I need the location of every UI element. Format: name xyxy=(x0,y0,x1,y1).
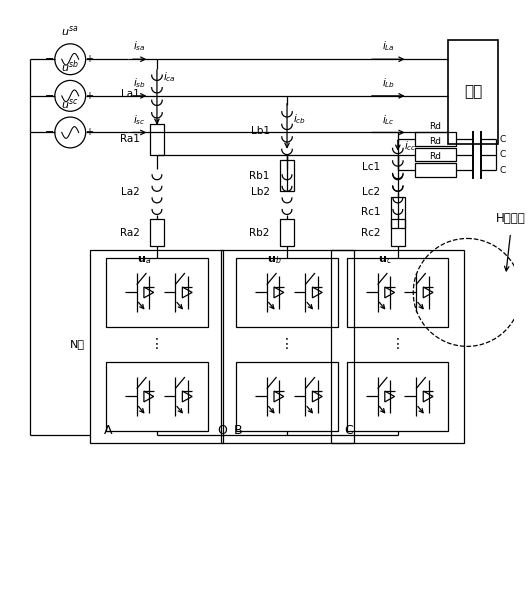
Text: $\mathbf{u}_a$: $\mathbf{u}_a$ xyxy=(137,254,151,266)
Text: $i_{sc}$: $i_{sc}$ xyxy=(133,113,146,127)
Polygon shape xyxy=(385,391,395,402)
Text: Rb2: Rb2 xyxy=(250,228,270,238)
Polygon shape xyxy=(144,391,153,402)
Text: La2: La2 xyxy=(121,187,140,197)
Text: $i_{cc}$: $i_{cc}$ xyxy=(404,139,416,153)
Bar xyxy=(391,219,405,246)
Text: Rc1: Rc1 xyxy=(361,208,381,217)
Text: ⋮: ⋮ xyxy=(150,337,164,351)
Text: Rd: Rd xyxy=(430,137,441,146)
Polygon shape xyxy=(182,391,192,402)
Bar xyxy=(150,124,164,155)
Bar xyxy=(448,40,498,144)
Polygon shape xyxy=(312,391,322,402)
Bar xyxy=(106,258,208,327)
Bar xyxy=(150,219,164,246)
Text: N阶: N阶 xyxy=(70,339,84,350)
Text: Ra2: Ra2 xyxy=(119,228,140,238)
Text: 负载: 负载 xyxy=(464,84,482,100)
Text: ⋮: ⋮ xyxy=(280,337,294,351)
Text: C: C xyxy=(499,150,506,159)
Bar xyxy=(280,219,294,246)
Text: $\mathbf{u}_b$: $\mathbf{u}_b$ xyxy=(267,254,281,266)
Polygon shape xyxy=(144,287,153,298)
Text: Rd: Rd xyxy=(430,121,441,131)
Text: $i_{La}$: $i_{La}$ xyxy=(382,39,395,53)
Text: C: C xyxy=(499,135,506,144)
Text: Lc2: Lc2 xyxy=(362,187,381,197)
Text: Lb1: Lb1 xyxy=(251,126,270,135)
Bar xyxy=(415,148,456,161)
Bar xyxy=(415,132,456,146)
Bar xyxy=(220,250,354,443)
Bar xyxy=(90,250,224,443)
Bar xyxy=(347,362,448,431)
Text: C: C xyxy=(499,166,506,175)
Text: Ra1: Ra1 xyxy=(119,134,140,144)
Text: ⋮: ⋮ xyxy=(391,337,405,351)
Text: $\mathbf{u}_c$: $\mathbf{u}_c$ xyxy=(378,254,392,266)
Text: $i_{sa}$: $i_{sa}$ xyxy=(133,39,146,53)
Text: Rd: Rd xyxy=(430,152,441,161)
Text: $i_{ca}$: $i_{ca}$ xyxy=(162,70,176,84)
Bar xyxy=(106,362,208,431)
Bar xyxy=(236,362,338,431)
Text: −: − xyxy=(45,91,55,101)
Text: $i_{Lb}$: $i_{Lb}$ xyxy=(382,76,395,90)
Text: $i_{cb}$: $i_{cb}$ xyxy=(293,112,306,126)
Text: H桥单元: H桥单元 xyxy=(496,212,526,225)
Text: +: + xyxy=(85,54,93,64)
Text: +: + xyxy=(85,91,93,101)
Text: −: − xyxy=(45,127,55,137)
Polygon shape xyxy=(274,391,284,402)
Text: −: − xyxy=(45,54,55,64)
Polygon shape xyxy=(423,287,433,298)
Text: +: + xyxy=(85,127,93,137)
Bar xyxy=(280,160,294,191)
Text: Lc1: Lc1 xyxy=(362,162,381,172)
Polygon shape xyxy=(182,287,192,298)
Text: A: A xyxy=(104,424,112,437)
Text: C: C xyxy=(344,424,353,437)
Text: B: B xyxy=(234,424,242,437)
Bar xyxy=(331,250,464,443)
Text: Lb2: Lb2 xyxy=(251,187,270,197)
Text: $i_{Lc}$: $i_{Lc}$ xyxy=(382,113,395,127)
Text: Rb1: Rb1 xyxy=(250,171,270,181)
Bar xyxy=(347,258,448,327)
Text: $i_{sb}$: $i_{sb}$ xyxy=(133,76,146,90)
Bar xyxy=(391,197,405,228)
Polygon shape xyxy=(385,287,395,298)
Text: La1: La1 xyxy=(121,89,140,99)
Bar xyxy=(415,163,456,177)
Polygon shape xyxy=(274,287,284,298)
Bar xyxy=(236,258,338,327)
Text: O: O xyxy=(217,424,227,437)
Text: $u^{sb}$: $u^{sb}$ xyxy=(61,58,79,75)
Polygon shape xyxy=(312,287,322,298)
Text: $u^{sc}$: $u^{sc}$ xyxy=(62,97,79,111)
Text: $u^{sa}$: $u^{sa}$ xyxy=(61,24,79,38)
Polygon shape xyxy=(423,391,433,402)
Text: Rc2: Rc2 xyxy=(361,228,381,238)
